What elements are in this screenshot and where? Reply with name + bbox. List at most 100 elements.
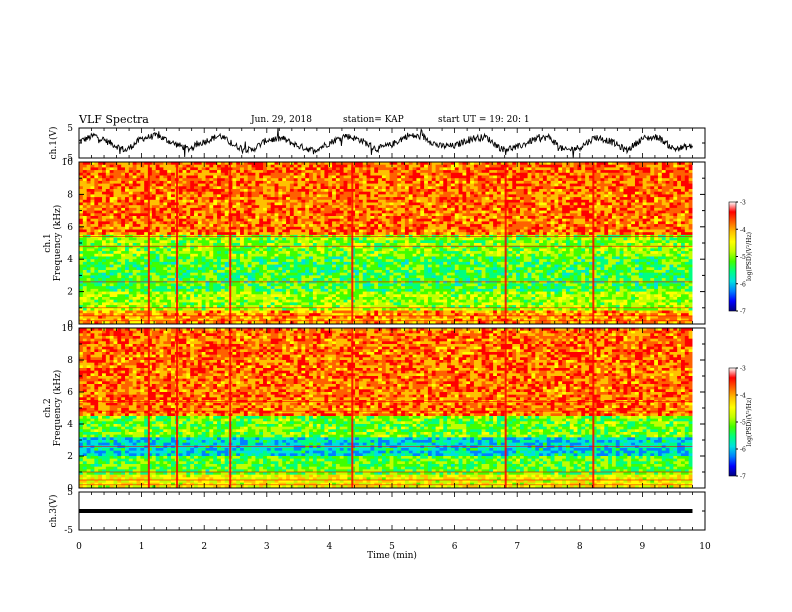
spectrogram-cell [454,189,459,193]
spectrogram-cell [554,210,559,214]
spectrogram-cell [347,216,352,220]
spectrogram-cell [638,189,644,193]
spectrogram-cell [128,226,134,230]
spectrogram-cell [90,226,95,230]
spectrogram-cell [178,205,183,209]
spectrogram-cell [339,232,344,236]
spectrogram-cell [293,213,298,217]
spectrogram-cell [504,240,509,244]
spectrogram-cell [312,191,318,195]
spectrogram-cell [585,164,590,168]
spectrogram-cell [531,175,536,179]
spectrogram-cell [592,218,598,222]
spectrogram-cell [213,205,218,209]
spectrogram-cell [201,180,206,184]
spectrogram-cell [82,194,88,198]
spectrogram-cell [623,172,628,176]
spectrogram-cell [665,172,670,176]
spectrogram-cell [669,202,674,206]
spectrogram-cell [677,207,682,211]
spectrogram-cell [416,224,421,228]
spectrogram-cell [454,205,459,209]
spectrogram-cell [151,194,157,198]
spectrogram-cell [393,186,398,190]
spectrogram-cell [155,232,160,236]
spectrogram-cell [535,213,540,217]
spectrogram-cell [665,205,670,209]
spectrogram-cell [473,180,479,184]
spectrogram-cell [435,224,440,228]
spectrogram-cell [427,202,433,206]
spectrogram-cell [121,232,126,236]
spectrogram-cell [477,167,482,171]
spectrogram-cell [79,194,84,198]
spectrogram-cell [98,243,103,247]
spectrogram-cell [305,189,310,193]
spectrogram-cell [316,240,321,244]
spectrogram-cell [197,202,203,206]
spectrogram-cell [90,167,95,171]
spectrogram-cell [585,189,590,193]
spectrogram-cell [316,210,321,214]
spectrogram-cell [669,194,674,198]
spectrogram-cell [355,205,360,209]
spectrogram-cell [431,202,436,206]
spectrogram-cell [171,197,176,201]
spectrogram-cell [450,170,456,174]
spectrogram-cell [565,197,571,201]
spectrogram-cell [121,202,126,206]
spectrogram-cell [339,186,344,190]
spectrogram-cell [424,172,429,176]
spectrogram-cell [577,199,582,203]
spectrogram-cell [274,213,279,217]
spectrogram-cell [366,167,371,171]
spectrogram-cell [642,170,647,174]
spectrogram-cell [163,213,168,217]
spectrogram-cell [205,232,210,236]
spectrogram-cell [535,210,540,214]
spectrogram-cell [404,224,410,228]
spectrogram-cell [266,170,272,174]
spectrogram-cell [79,189,84,193]
spectrogram-cell [588,199,594,203]
spectrogram-cell [270,240,275,244]
spectrogram-cell [286,189,291,193]
spectrogram-cell [190,167,195,171]
spectrogram-cell [224,162,229,166]
spectrogram-cell [140,226,145,230]
spectrogram-cell [458,170,463,174]
spectrogram-cell [224,178,229,182]
spectrogram-cell [324,207,329,211]
spectrogram-cell [470,172,475,176]
spectrogram-cell [573,202,578,206]
spectrogram-cell [642,207,647,211]
spectrogram-cell [443,226,448,230]
spectrogram-cell [431,226,436,230]
spectrogram-cell [312,207,318,211]
spectrogram-cell [182,175,187,179]
spectrogram-cell [351,218,356,222]
spectrogram-cell [79,240,84,244]
spectrogram-cell [117,197,122,201]
spectrogram-cell [247,224,252,228]
spectrogram-cell [374,229,379,233]
spectrogram-cell [343,229,348,233]
spectrogram-cell [328,243,333,247]
spectrogram-cell [615,183,621,187]
spectrogram-cell [316,183,321,187]
spectrogram-cell [611,194,617,198]
spectrogram-cell [316,232,321,236]
spectrogram-cell [98,170,103,174]
spectrogram-cell [178,218,183,222]
spectrogram-cell [665,164,670,168]
spectrogram-cell [462,237,467,241]
spectrogram-cell [197,189,203,193]
spectrogram-cell [255,183,260,187]
spectrogram-cell [680,164,686,168]
spectrogram-cell [473,162,479,166]
spectrogram-cell [688,178,693,182]
spectrogram-cell [247,243,252,247]
spectrogram-cell [232,183,237,187]
spectrogram-cell [404,186,410,190]
spectrogram-cell [496,164,502,168]
